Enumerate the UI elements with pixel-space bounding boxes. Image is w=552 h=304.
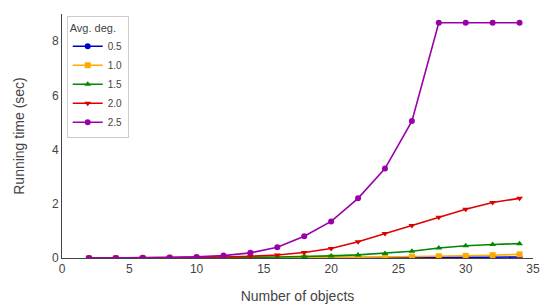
svg-text:2.0: 2.0 — [108, 98, 122, 109]
svg-text:25: 25 — [392, 262, 406, 276]
svg-text:8: 8 — [52, 34, 59, 48]
svg-text:Number of objects: Number of objects — [241, 288, 355, 304]
svg-text:20: 20 — [324, 262, 338, 276]
svg-text:0.5: 0.5 — [108, 41, 122, 52]
svg-text:1.5: 1.5 — [108, 79, 122, 90]
svg-text:30: 30 — [459, 262, 473, 276]
svg-text:35: 35 — [526, 262, 540, 276]
svg-text:Avg. deg.: Avg. deg. — [70, 22, 116, 34]
svg-text:Running time (sec): Running time (sec) — [11, 77, 27, 195]
svg-text:2.5: 2.5 — [108, 117, 122, 128]
svg-text:4: 4 — [52, 143, 59, 157]
svg-text:0: 0 — [59, 262, 66, 276]
svg-text:1.0: 1.0 — [108, 60, 122, 71]
svg-text:10: 10 — [190, 262, 204, 276]
svg-text:2: 2 — [52, 197, 59, 211]
svg-text:6: 6 — [52, 89, 59, 103]
svg-text:15: 15 — [257, 262, 271, 276]
svg-text:0: 0 — [52, 251, 59, 265]
svg-text:5: 5 — [126, 262, 133, 276]
